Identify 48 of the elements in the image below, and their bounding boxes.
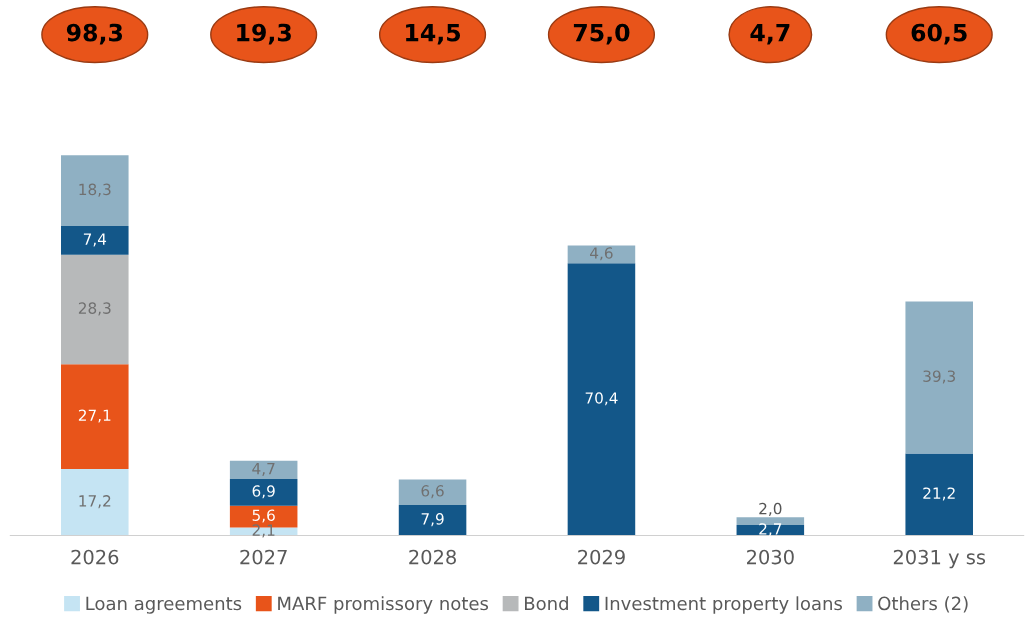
data-label: 39,3 [923,370,955,384]
bar [567,263,636,536]
text: 75,0 [573,23,630,45]
x-tick-label: 2027 [240,549,287,565]
data-label: 7,4 [83,233,107,247]
data-label: 6,9 [252,485,275,499]
bar [61,254,129,365]
bar [61,468,129,536]
legend-label: Loan agreements [86,596,242,614]
bar [229,479,298,506]
bar [567,245,636,264]
bar [61,155,129,227]
data-label: 7,9 [421,513,444,527]
text: 4,7 [750,23,790,45]
bar [229,460,298,480]
data-label: 4,7 [252,463,275,476]
x-tick-label: 2028 [409,549,456,565]
x-tick-label: 2031 y ss [893,549,986,569]
data-label: 2,7 [759,523,782,537]
text: 98,3 [66,23,123,45]
bar [61,226,129,255]
text: 14,5 [406,23,461,45]
data-label: 28,3 [78,302,111,316]
bar [61,364,129,469]
bar [398,504,467,536]
legend-label: Others (2) [878,596,968,613]
legend-label: Investment property loans [605,596,843,614]
x-tick-label: 2030 [747,549,794,565]
legend-label: MARF promissory notes [278,596,489,614]
data-label: 2,1 [252,524,275,538]
bar [905,301,973,454]
x-tick-label: 2026 [71,549,119,565]
data-label: 70,4 [585,392,618,406]
bar [398,479,467,505]
x-tick-label: 2029 [578,549,625,565]
data-label: 21,2 [923,487,955,501]
data-label: 5,6 [252,509,275,523]
bar [736,525,805,536]
data-label: 4,6 [590,247,613,261]
text: 60,5 [911,23,967,45]
legend-label: Bond [525,596,568,611]
bar [905,453,973,536]
data-label: 27,1 [78,409,111,423]
data-label: 6,6 [421,485,444,499]
text: 19,3 [237,23,291,45]
data-label: 2,0 [759,502,782,516]
data-label: 18,3 [79,183,111,197]
data-label: 17,2 [79,495,111,509]
